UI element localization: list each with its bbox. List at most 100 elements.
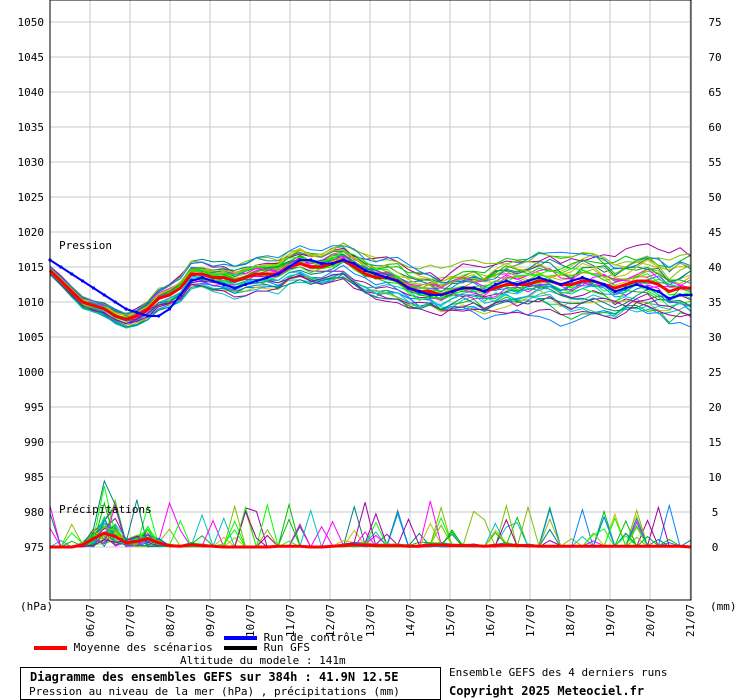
left-tick-label: 995: [24, 401, 44, 414]
control-point: [320, 261, 324, 266]
right-axis-unit: (mm): [710, 600, 737, 613]
control-point: [678, 293, 682, 297]
left-tick-label: 1040: [18, 86, 45, 99]
left-tick-label: 1050: [18, 16, 45, 29]
legend-mean-swatch: [34, 646, 67, 650]
x-tick-label: 11/07: [284, 604, 297, 637]
control-point: [493, 282, 498, 287]
left-axis-unit: (hPa): [20, 600, 53, 613]
legend-gfs-swatch: [224, 646, 257, 650]
x-tick-label: 07/07: [124, 604, 137, 637]
left-tick-label: 975: [24, 541, 44, 554]
main-series: [48, 258, 693, 549]
control-point: [200, 275, 204, 280]
ensemble-pressure-line: [49, 248, 692, 316]
x-tick-label: 21/07: [684, 604, 697, 637]
title-box: Diagramme des ensembles GEFS sur 384h : …: [20, 667, 441, 700]
series-line-1: [49, 258, 691, 317]
control-point: [352, 261, 356, 266]
x-tick-label: 17/07: [524, 604, 537, 637]
control-point: [309, 258, 313, 262]
chart-grid: [50, 0, 691, 600]
control-point: [265, 275, 269, 280]
control-point: [70, 272, 74, 276]
control-point: [537, 275, 541, 280]
control-point: [515, 282, 519, 287]
control-point: [298, 258, 302, 262]
control-point: [635, 282, 639, 287]
legend-control-swatch: [224, 636, 257, 640]
series-line-3: [50, 531, 692, 549]
control-point: [124, 307, 128, 311]
control-point: [656, 289, 661, 294]
left-tick-label: 1030: [18, 156, 45, 169]
control-point: [222, 282, 226, 287]
control-point: [624, 286, 628, 290]
control-point: [287, 265, 291, 269]
control-point: [276, 272, 280, 276]
control-point: [243, 282, 248, 287]
pressure-label: Pression: [59, 239, 112, 252]
control-point: [211, 279, 215, 283]
control-point: [461, 286, 465, 290]
control-point: [385, 275, 389, 280]
ensemble-pressure-line: [49, 242, 692, 314]
control-point: [482, 289, 487, 294]
right-tick-label: 35: [708, 296, 721, 309]
right-tick-label: 45: [708, 226, 721, 239]
control-point: [254, 279, 259, 283]
left-tick-label: 1010: [18, 296, 45, 309]
control-point: [526, 279, 530, 283]
control-point: [167, 307, 172, 311]
left-tick-label: 1000: [18, 366, 45, 379]
left-tick-label: 1020: [18, 226, 45, 239]
control-point: [330, 261, 335, 266]
control-point: [146, 314, 150, 318]
control-point: [504, 279, 508, 283]
control-point: [113, 300, 117, 304]
control-point: [189, 279, 193, 283]
series-line-0: [48, 258, 691, 322]
ensemble-pressure-line: [49, 273, 692, 324]
x-tick-label: 08/07: [164, 604, 177, 637]
control-point: [667, 296, 671, 301]
x-tick-label: 12/07: [324, 604, 337, 637]
left-tick-label: 1015: [18, 261, 45, 274]
control-point: [548, 279, 552, 283]
x-tick-label: 19/07: [604, 604, 617, 637]
ensemble-pressure-line: [49, 245, 692, 315]
plot-frame: [49, 0, 692, 601]
right-tick-label: 55: [708, 156, 721, 169]
control-point: [559, 282, 563, 287]
x-tick-label: 09/07: [204, 604, 217, 637]
control-point: [178, 293, 182, 297]
right-tick-label: 20: [708, 401, 721, 414]
x-tick-label: 06/07: [84, 604, 97, 637]
legend-gfs-label: Run GFS: [263, 641, 310, 654]
chart-axes: 1050104510401035103010251020101510101005…: [18, 0, 722, 637]
left-tick-label: 1035: [18, 121, 45, 134]
x-tick-label: 20/07: [644, 604, 657, 637]
ensemble-pressure-line: [49, 273, 692, 328]
x-tick-label: 13/07: [364, 604, 377, 637]
precip-label: Précipitations: [59, 503, 152, 516]
right-tick-label: 10: [708, 471, 721, 484]
control-point: [59, 265, 63, 269]
right-tick-label: 50: [708, 191, 721, 204]
legend-control: Run de contrôle: [224, 631, 363, 644]
control-point: [428, 293, 432, 297]
x-tick-label: 18/07: [564, 604, 577, 637]
left-tick-label: 1025: [18, 191, 45, 204]
control-point: [645, 286, 650, 290]
control-point: [135, 310, 139, 315]
right-tick-label: 15: [708, 436, 721, 449]
control-point: [472, 286, 476, 290]
altitude-text: Altitude du modele : 141m: [180, 654, 346, 667]
control-point: [374, 272, 378, 276]
right-tick-label: 30: [708, 331, 721, 344]
right-tick-label: 25: [708, 366, 721, 379]
control-point: [406, 286, 411, 290]
control-point: [80, 279, 85, 283]
x-tick-label: 14/07: [404, 604, 417, 637]
subtitle: Pression au niveau de la mer (hPa) , pré…: [29, 685, 400, 698]
